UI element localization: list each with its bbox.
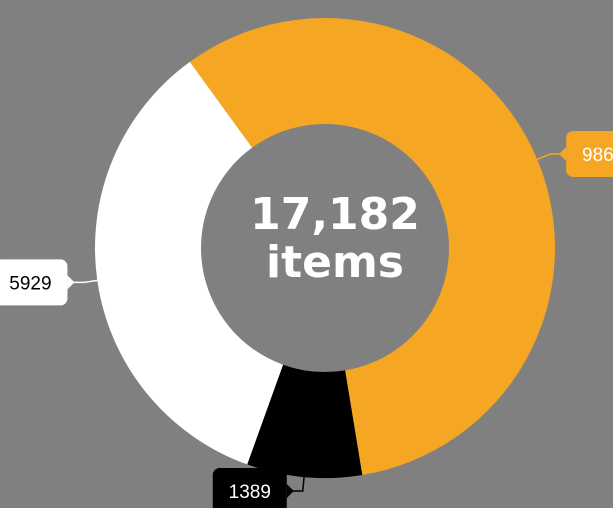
data-label-1389: 1389 (229, 482, 271, 503)
center-total-label: 17,182 (250, 189, 420, 240)
callout-labels-layer: 9864 1389 5929 (0, 130, 613, 508)
data-label-9864: 9864 (582, 145, 613, 166)
callout-5929: 5929 (0, 259, 75, 306)
donut-slice-9864 (189, 18, 555, 475)
donut-slice-5929 (95, 61, 284, 465)
leader-line-5929 (73, 279, 100, 284)
leader-lines-layer (73, 153, 561, 492)
leader-line-9864 (535, 153, 561, 161)
callout-9864: 9864 (559, 130, 613, 177)
callout-box-9864 (566, 130, 613, 177)
callout-pointer-5929 (67, 275, 75, 290)
callout-box-1389 (212, 467, 287, 508)
data-label-5929: 5929 (9, 273, 51, 294)
callout-pointer-9864 (559, 146, 567, 161)
donut-slice-1389 (247, 364, 363, 478)
callout-box-5929 (0, 259, 68, 306)
center-unit-label: items (266, 237, 404, 288)
callout-pointer-1389 (286, 483, 294, 498)
slices-layer (95, 18, 555, 478)
leader-line-1389 (292, 474, 305, 492)
callout-1389: 1389 (212, 467, 294, 508)
